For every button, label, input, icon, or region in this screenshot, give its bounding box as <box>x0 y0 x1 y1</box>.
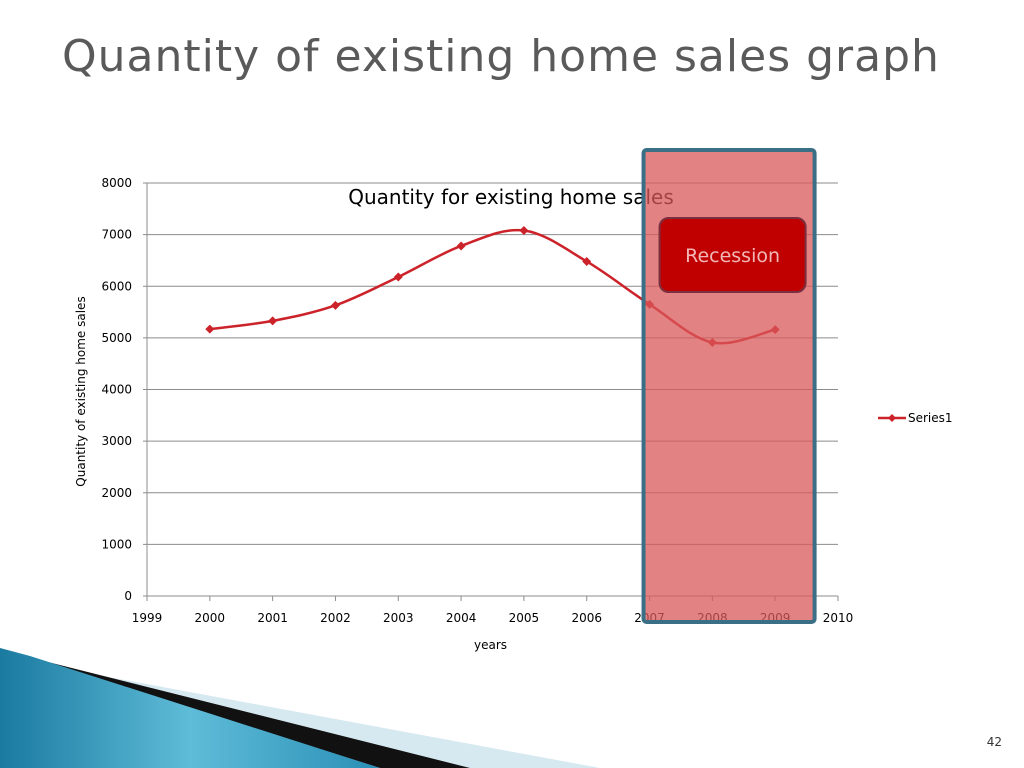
data-point <box>456 241 466 251</box>
data-point <box>268 316 278 326</box>
swoosh-blue <box>0 648 380 768</box>
x-tick-label: 2003 <box>383 611 414 625</box>
x-tick-label: 2006 <box>571 611 602 625</box>
x-tick-label: 2001 <box>257 611 288 625</box>
data-point <box>393 272 403 282</box>
legend-marker <box>888 414 896 422</box>
y-tick-label: 2000 <box>101 486 132 500</box>
slide-title: Quantity of existing home sales graph <box>62 31 940 82</box>
y-tick-label: 4000 <box>101 383 132 397</box>
data-point <box>519 225 529 235</box>
y-tick-label: 5000 <box>101 331 132 345</box>
data-point <box>330 300 340 310</box>
y-tick-label: 8000 <box>101 176 132 190</box>
recession-label: Recession <box>685 245 780 267</box>
x-tick-label: 2005 <box>509 611 540 625</box>
legend-label: Series1 <box>908 411 953 425</box>
data-point <box>205 324 215 334</box>
y-tick-label: 6000 <box>101 279 132 293</box>
x-tick-label: 2004 <box>446 611 477 625</box>
x-tick-label: 2010 <box>823 611 854 625</box>
chart-title: Quantity for existing home sales <box>348 185 674 209</box>
y-axis-title: Quantity of existing home sales <box>74 296 88 486</box>
page-number: 42 <box>986 735 1002 749</box>
y-tick-label: 0 <box>124 589 132 603</box>
x-tick-label: 1999 <box>132 611 163 625</box>
x-tick-label: 2002 <box>320 611 351 625</box>
y-tick-label: 1000 <box>101 537 132 551</box>
y-tick-label: 7000 <box>101 228 132 242</box>
data-point <box>582 256 592 266</box>
y-tick-label: 3000 <box>101 434 132 448</box>
recession-label-box <box>658 217 807 293</box>
x-tick-label: 2000 <box>195 611 226 625</box>
x-axis-title: years <box>474 638 507 652</box>
